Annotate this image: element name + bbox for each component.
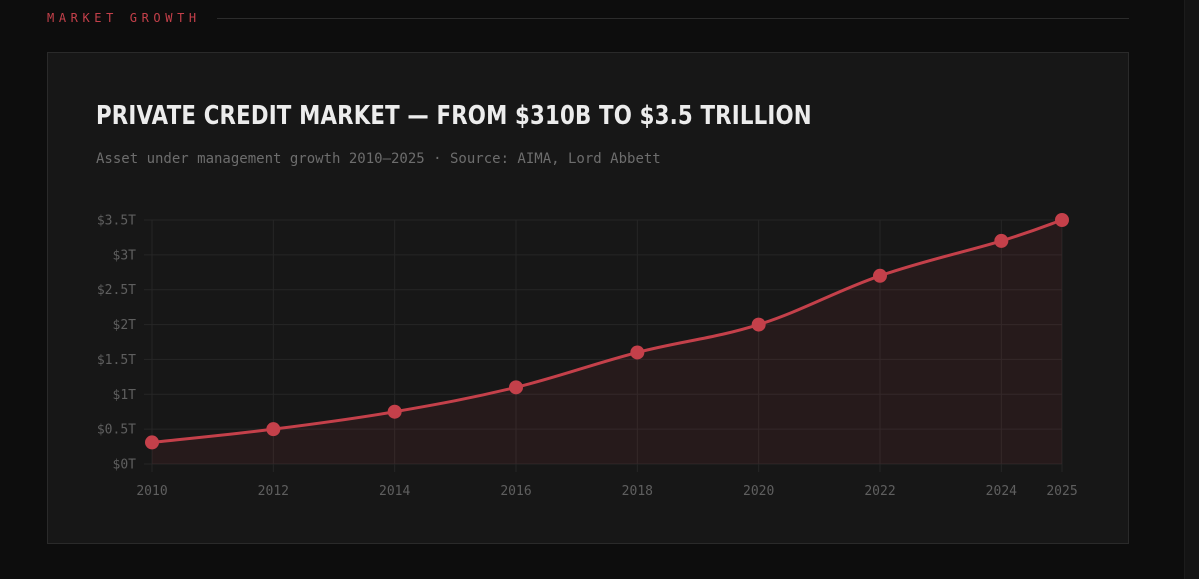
y-axis-labels: $0T $0.5T $1T $1.5T $2T $2.5T $3T $3.5T <box>97 214 136 473</box>
y-tick-label: $2.5T <box>97 283 136 298</box>
x-tick-label: 2020 <box>743 484 774 499</box>
y-tick-label: $0T <box>113 458 137 473</box>
x-tick-label: 2018 <box>622 484 653 499</box>
section-header: MARKET GROWTH <box>47 8 1129 28</box>
x-tick-label: 2025 <box>1046 484 1077 499</box>
data-point-2024 <box>994 233 1009 248</box>
data-point-2020 <box>751 317 766 332</box>
chart-subtitle: Asset under management growth 2010–2025 … <box>96 151 661 167</box>
chart-title: PRIVATE CREDIT MARKET — FROM $310B TO $3… <box>96 101 812 131</box>
x-axis-labels: 2010 2012 2014 2016 2018 2020 2022 2024 2025 <box>136 484 1077 499</box>
grid <box>144 219 1063 472</box>
x-tick-label: 2010 <box>136 484 167 499</box>
data-point-2022 <box>873 268 887 283</box>
y-tick-label: $0.5T <box>97 423 136 438</box>
line-chart: $0T$0.5T$1T$1.5T$2T$2.5T$3T$3.5T 2010 201… <box>97 213 1078 499</box>
x-tick-label: 2014 <box>379 484 410 499</box>
y-tick-label: $2T <box>113 318 137 333</box>
x-tick-label: 2016 <box>500 484 531 499</box>
x-tick-label: 2024 <box>986 484 1017 499</box>
data-point-2016 <box>509 380 523 395</box>
data-points <box>145 213 1069 450</box>
series-area <box>152 220 1062 464</box>
x-tick-label: 2022 <box>864 484 895 499</box>
x-tick-label: 2012 <box>258 484 289 499</box>
section-divider <box>216 17 1129 19</box>
data-point-2012 <box>266 422 281 437</box>
data-point-2025 <box>1055 213 1069 227</box>
section-label: MARKET GROWTH <box>47 11 201 25</box>
data-point-2014 <box>387 404 402 419</box>
y-tick-label: $1.5T <box>97 353 136 368</box>
y-tick-label: $3.5T <box>97 214 136 229</box>
scrollbar[interactable] <box>1184 0 1199 579</box>
y-tick-label: $1T <box>113 388 137 403</box>
data-point-2018 <box>630 345 645 360</box>
chart-card: PRIVATE CREDIT MARKET — FROM $310B TO $3… <box>47 52 1129 544</box>
y-tick-label: $3T <box>113 248 137 263</box>
data-point-2010 <box>145 435 159 450</box>
